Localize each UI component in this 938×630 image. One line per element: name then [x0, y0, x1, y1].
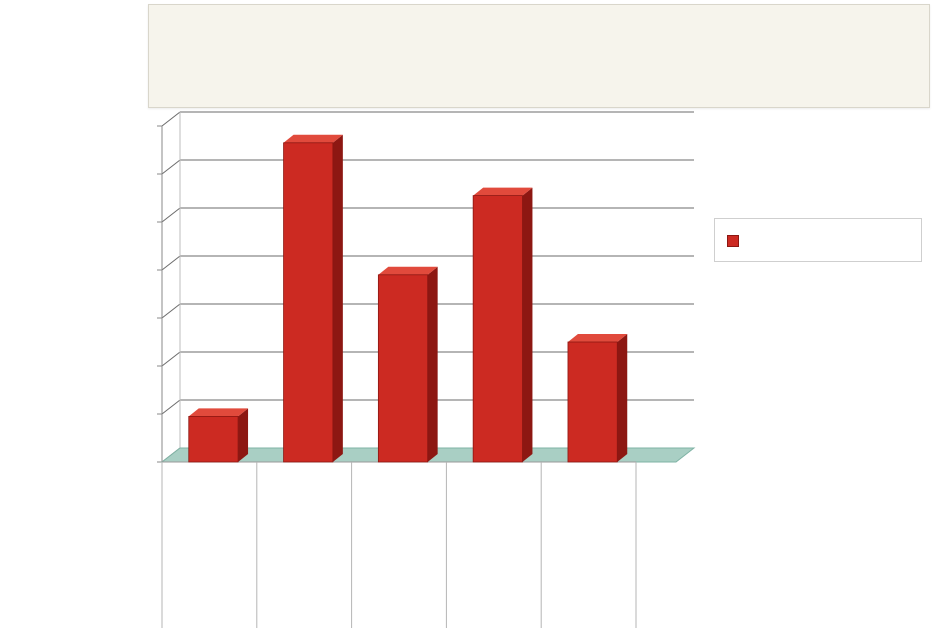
bar-top — [473, 187, 533, 196]
gridline-slant — [161, 255, 181, 271]
gridline-slant — [161, 351, 181, 367]
gridline-slant — [161, 303, 181, 319]
bar-side — [427, 266, 438, 462]
bar — [283, 142, 334, 463]
legend — [714, 218, 922, 262]
bar-side — [522, 187, 533, 462]
bar — [567, 341, 618, 463]
bar — [377, 274, 429, 463]
gridline-slant — [161, 159, 181, 175]
legend-swatch — [727, 235, 739, 247]
bar-side — [617, 334, 628, 462]
bar-side — [238, 408, 249, 462]
bar-side — [332, 134, 343, 463]
gridline-slant — [161, 111, 181, 127]
bar — [188, 415, 239, 463]
bar-top — [188, 408, 249, 417]
bar-top — [567, 334, 628, 342]
gridline-slant — [161, 207, 181, 223]
bar-top — [283, 134, 343, 143]
gridline-slant — [161, 399, 181, 415]
bar-top — [378, 266, 438, 275]
bar — [472, 195, 523, 463]
chart-title-box — [148, 4, 930, 108]
